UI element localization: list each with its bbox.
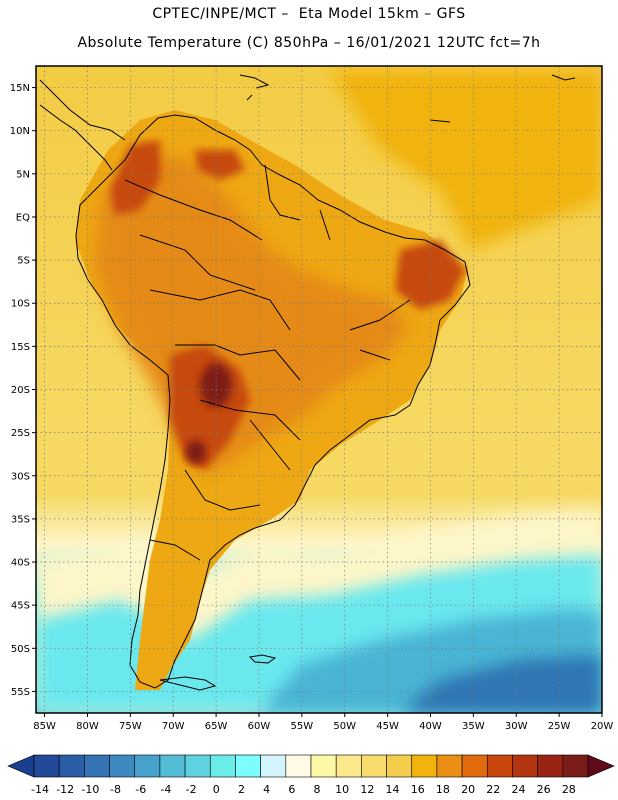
lat-tick-label: 15S — [11, 342, 30, 353]
lat-tick-label: 5N — [16, 169, 30, 180]
lat-tick-label: 15N — [10, 83, 30, 94]
colorbar-bin — [512, 754, 538, 778]
lon-tick-label: 75W — [119, 721, 142, 732]
chart-title-line-1: CPTEC/INPE/MCT – Eta Model 15km – GFS — [152, 6, 466, 22]
colorbar-bin — [562, 754, 589, 778]
country-borders — [124, 164, 411, 561]
colorbar-label: 22 — [486, 783, 500, 796]
coastlines-and-borders — [39, 74, 576, 691]
hot-area-andes-north — [110, 140, 160, 215]
colorbar-label: -4 — [160, 783, 171, 796]
colorbar-label: 26 — [537, 783, 551, 796]
colorbar-label: -12 — [56, 783, 74, 796]
colorbar-bin — [436, 754, 463, 778]
temperature-field — [36, 66, 602, 713]
lat-tick-label: 50S — [11, 644, 30, 655]
colorbar-label: 0 — [213, 783, 220, 796]
lat-tick-label: 25S — [11, 428, 30, 439]
tropical-ocean-warm-band — [330, 70, 602, 250]
lon-tick-label: 35W — [462, 721, 485, 732]
lat-tick-label: 10N — [10, 126, 30, 137]
colorbar-label: 10 — [335, 783, 349, 796]
lon-tick-label: 25W — [548, 721, 571, 732]
colorbar-bin — [235, 754, 261, 778]
lon-tick-label: 80W — [76, 721, 99, 732]
colorbar-label: 16 — [411, 783, 425, 796]
colorbar-bin — [159, 754, 186, 778]
hot-area-brazil-northeast — [395, 240, 465, 310]
colorbar-label: 20 — [461, 783, 475, 796]
lat-tick-label: 5S — [17, 256, 30, 267]
colorbar-label: -2 — [186, 783, 197, 796]
colorbar-label: -8 — [110, 783, 121, 796]
colorbar-label: -10 — [81, 783, 99, 796]
lat-tick-label: 20S — [11, 385, 30, 396]
colorbar-bin — [486, 754, 513, 778]
latitude-axis: 15N 10N 5N EQ 5S 10S 15S 20S 25S 30S 35S 40S 45S 50S 5… — [10, 83, 36, 698]
lat-tick-label: EQ — [16, 212, 30, 223]
colorbar-bin — [537, 754, 564, 778]
lat-tick-label: 40S — [11, 558, 30, 569]
lon-tick-label: 55W — [291, 721, 314, 732]
south-america-coastline — [75, 114, 471, 689]
colorbar-label: 4 — [263, 783, 270, 796]
colorbar-label: 18 — [436, 783, 450, 796]
colorbar-bin — [134, 754, 161, 778]
colorbar-label: -14 — [31, 783, 49, 796]
colorbar-label: 12 — [360, 783, 374, 796]
central-america-coastline — [39, 79, 126, 171]
colorbar-bin — [33, 754, 60, 778]
hottest-core-argentina — [186, 440, 206, 464]
southern-coldest-waters — [400, 655, 602, 713]
falkland-islands — [248, 654, 277, 664]
lat-tick-label: 30S — [11, 471, 30, 482]
caribbean-islands — [239, 74, 576, 123]
colorbar-below-arrow — [7, 754, 35, 778]
lat-tick-label: 45S — [11, 601, 30, 612]
colorbar-label: -6 — [135, 783, 146, 796]
colorbar-label: 8 — [314, 783, 321, 796]
colorbar-bin — [386, 754, 413, 778]
lat-tick-label: 55S — [11, 687, 30, 698]
colorbar-label: 28 — [562, 783, 576, 796]
colorbar-bin — [209, 754, 236, 778]
lon-tick-label: 70W — [162, 721, 185, 732]
colorbar-bin — [184, 754, 211, 778]
colorbar-bin — [109, 754, 136, 778]
colorbar-label: 24 — [511, 783, 525, 796]
colorbar-bin — [58, 754, 85, 778]
lon-tick-label: 65W — [205, 721, 228, 732]
chart-title-line-2: Absolute Temperature (C) 850hPa – 16/01/… — [77, 35, 541, 51]
lon-tick-label: 20W — [591, 721, 614, 732]
colorbar-bin — [84, 754, 110, 778]
colorbar-label: 2 — [238, 783, 245, 796]
colorbar-bin — [361, 754, 387, 778]
lon-tick-label: 45W — [376, 721, 399, 732]
lon-tick-label: 60W — [248, 721, 271, 732]
lon-tick-label: 30W — [505, 721, 528, 732]
colorbar-label: 14 — [386, 783, 400, 796]
colorbar-bin — [260, 754, 287, 778]
longitude-axis: 85W 80W 75W 70W 65W 60W 55W 50W 45W 40W 35W 30W 25W 2… — [33, 713, 613, 732]
lon-tick-label: 85W — [33, 721, 56, 732]
hot-area-venezuela — [195, 150, 245, 180]
colorbar-bin — [285, 754, 312, 778]
lat-tick-label: 10S — [11, 299, 30, 310]
colorbar-bin — [310, 754, 337, 778]
lon-tick-label: 50W — [333, 721, 356, 732]
lon-tick-label: 40W — [419, 721, 442, 732]
lat-tick-label: 35S — [11, 514, 30, 525]
colorbar-bin — [411, 754, 438, 778]
colorbar-label: 6 — [288, 783, 295, 796]
colorbar: -14 -12 -10 -8 -6 -4 -2 0 2 4 6 8 10 12 14 16 18 20 22 24 26… — [7, 754, 615, 796]
colorbar-above-arrow — [587, 754, 615, 778]
tierra-del-fuego — [159, 676, 217, 691]
colorbar-bin — [461, 754, 488, 778]
hottest-core-paraguay — [200, 363, 232, 407]
colorbar-bin — [335, 754, 362, 778]
